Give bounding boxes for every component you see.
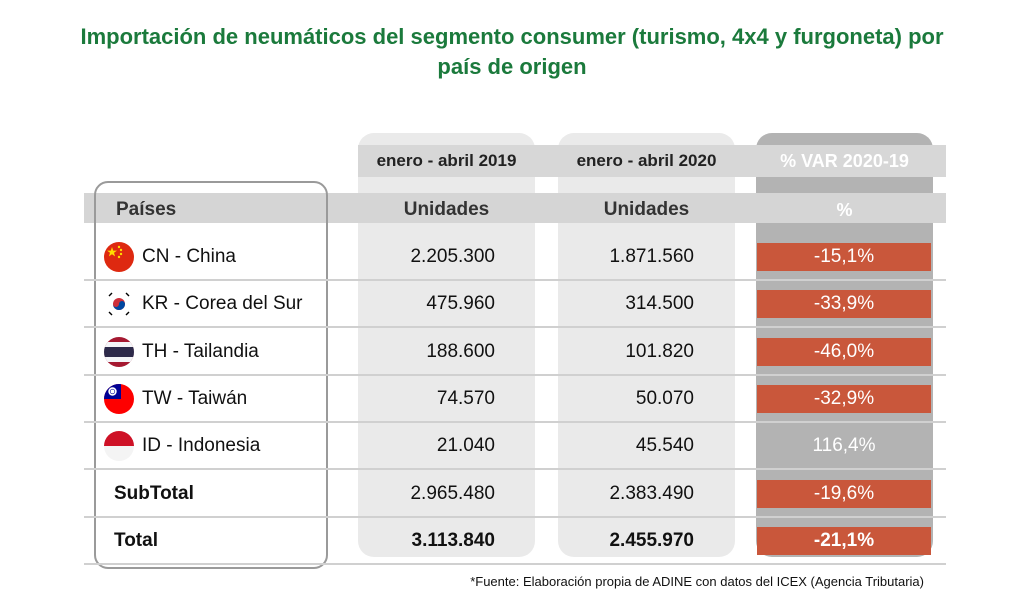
units-header-band xyxy=(84,193,946,223)
var-highlight xyxy=(757,290,931,318)
value-2019: 74.570 xyxy=(436,388,495,409)
var-value: -46,0% xyxy=(813,341,875,362)
value-2019: 188.600 xyxy=(426,341,495,362)
row-separator xyxy=(84,421,946,423)
thailand-flag-icon xyxy=(104,337,134,367)
var-highlight xyxy=(757,385,931,413)
row-separator xyxy=(84,563,946,565)
value-2020: 1.871.560 xyxy=(609,246,694,267)
country-name: ID - Indonesia xyxy=(142,435,261,456)
country-column-header: Países xyxy=(116,199,177,220)
units-2019-header: Unidades xyxy=(403,199,490,220)
taiwan-flag-icon xyxy=(104,384,134,414)
country-name: KR - Corea del Sur xyxy=(142,293,303,314)
period-2020-header: enero - abril 2020 xyxy=(576,151,717,170)
china-flag-icon xyxy=(104,242,134,272)
indonesia-flag-icon xyxy=(104,431,134,461)
var-highlight xyxy=(757,338,931,366)
title-line-1: Importación de neumáticos del segmento c… xyxy=(80,24,944,49)
value-2019: 475.960 xyxy=(426,293,495,314)
pct-header: % xyxy=(836,200,853,220)
var-highlight xyxy=(757,243,931,271)
value-2020: 101.820 xyxy=(625,341,694,362)
row-separator xyxy=(84,374,946,376)
row-separator xyxy=(84,468,946,470)
value-2020: 314.500 xyxy=(625,293,694,314)
var-highlight xyxy=(757,432,931,460)
value-2020: 50.070 xyxy=(635,388,694,409)
var-value: 116,4% xyxy=(812,435,876,456)
country-name: TW - Taiwán xyxy=(142,388,248,409)
title-line-2: país de origen xyxy=(437,54,587,79)
period-2019-header: enero - abril 2019 xyxy=(376,151,517,170)
value-2019: 21.040 xyxy=(436,435,495,456)
var-highlight xyxy=(757,527,931,555)
var-highlight xyxy=(757,480,931,508)
var-value: -32,9% xyxy=(813,388,875,409)
subtotal-label: SubTotal xyxy=(114,483,194,504)
value-2019: 3.113.840 xyxy=(411,530,495,551)
row-separator xyxy=(84,516,946,518)
row-separator xyxy=(84,326,946,328)
value-2020: 45.540 xyxy=(635,435,694,456)
page-title: Importación de neumáticos del segmento c… xyxy=(0,22,1024,82)
total-label: Total xyxy=(114,530,158,551)
value-2019: 2.205.300 xyxy=(410,246,495,267)
value-2020: 2.455.970 xyxy=(609,530,694,551)
var-value: -21,1% xyxy=(813,530,875,551)
var-column-header: % VAR 2020-19 xyxy=(780,151,909,171)
country-name: TH - Tailandia xyxy=(142,341,259,362)
south-korea-flag-icon xyxy=(104,289,134,319)
var-value: -15,1% xyxy=(813,246,875,267)
row-separator xyxy=(84,279,946,281)
var-value: -19,6% xyxy=(813,483,875,504)
source-note: *Fuente: Elaboración propia de ADINE con… xyxy=(470,574,924,589)
var-value: -33,9% xyxy=(813,293,875,314)
units-2020-header: Unidades xyxy=(603,199,690,220)
value-2019: 2.965.480 xyxy=(410,483,495,504)
value-2020: 2.383.490 xyxy=(609,483,694,504)
period-header-band xyxy=(358,145,946,177)
country-name: CN - China xyxy=(142,246,236,267)
